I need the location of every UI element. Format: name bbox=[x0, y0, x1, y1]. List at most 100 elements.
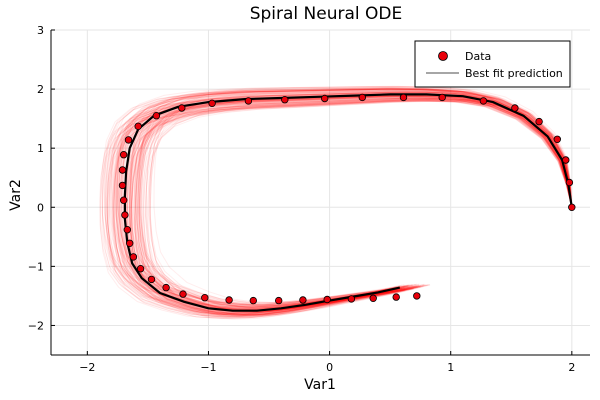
ensemble-trajectory bbox=[129, 99, 573, 316]
data-point bbox=[438, 93, 446, 102]
data-point bbox=[208, 99, 216, 107]
ensemble-trajectory bbox=[99, 99, 573, 319]
ensemble-trajectory bbox=[111, 95, 573, 315]
ensemble-trajectory bbox=[133, 98, 573, 316]
ensemble-trajectory bbox=[139, 90, 573, 308]
x-axis-label: Var1 bbox=[304, 377, 336, 393]
ensemble-trajectory bbox=[117, 87, 573, 306]
ensemble-trajectory bbox=[115, 88, 573, 309]
legend-data-label: Data bbox=[465, 50, 491, 63]
ensemble-trajectory bbox=[131, 97, 573, 316]
data-point bbox=[225, 296, 233, 304]
data-point bbox=[136, 265, 145, 273]
legend-fit-label: Best fit prediction bbox=[465, 67, 563, 80]
ensemble-trajectory bbox=[113, 97, 573, 315]
data-point bbox=[562, 156, 570, 164]
ensemble-trajectory bbox=[131, 100, 573, 317]
ensemble-trajectory bbox=[105, 88, 573, 308]
legend-data-marker bbox=[438, 51, 448, 61]
ensemble-trajectory bbox=[108, 100, 573, 320]
ensemble-trajectory bbox=[128, 99, 573, 315]
best-fit-line bbox=[123, 93, 573, 312]
ensemble-trajectory bbox=[137, 86, 573, 305]
ensemble-trajectory bbox=[148, 91, 573, 309]
chart-title: Spiral Neural ODE bbox=[250, 4, 403, 24]
x-tick-label: 0 bbox=[326, 361, 333, 374]
ensemble-trajectory bbox=[134, 98, 573, 317]
y-tick-label: 1 bbox=[37, 142, 44, 155]
ensemble-trajectory bbox=[99, 97, 573, 316]
ensemble-trajectory bbox=[113, 100, 573, 317]
ensemble-trajectory bbox=[118, 87, 573, 308]
ensemble-trajectory bbox=[119, 100, 573, 318]
ensemble-trajectory bbox=[105, 100, 573, 319]
ensemble-trajectory bbox=[149, 89, 573, 307]
ensemble-trajectory bbox=[99, 95, 573, 314]
ensemble-trajectory bbox=[113, 95, 573, 315]
ensemble-trajectory bbox=[133, 89, 573, 310]
ensemble-trajectory bbox=[136, 92, 573, 312]
ensemble-trajectory bbox=[130, 100, 573, 320]
data-point bbox=[323, 295, 331, 304]
ensemble-trajectory bbox=[111, 88, 573, 309]
y-tick-label: 0 bbox=[37, 201, 44, 214]
x-tick-label: −2 bbox=[79, 361, 95, 374]
y-tick-label: 2 bbox=[37, 83, 44, 96]
data-point bbox=[119, 150, 128, 159]
data-point bbox=[369, 294, 377, 302]
ensemble-trajectory bbox=[113, 99, 573, 318]
ensemble-trajectory bbox=[153, 86, 573, 304]
data-point bbox=[479, 97, 488, 105]
axes-layer: −2 −1 0 1 2 −2 −1 0 1 2 3 bbox=[28, 24, 590, 374]
ensemble-trajectory bbox=[113, 95, 573, 315]
ensemble-trajectory bbox=[114, 95, 573, 313]
ensemble-trajectory bbox=[130, 88, 573, 306]
data-point bbox=[565, 178, 574, 187]
data-point bbox=[121, 211, 129, 219]
data-point bbox=[399, 93, 408, 102]
data-point bbox=[249, 296, 257, 305]
data-point bbox=[275, 296, 283, 305]
ensemble-trajectory bbox=[119, 87, 573, 307]
legend: Data Best fit prediction bbox=[414, 40, 571, 88]
ensemble-trajectory bbox=[137, 89, 573, 308]
data-point bbox=[535, 117, 543, 126]
ensemble-trajectory bbox=[117, 88, 573, 306]
data-point bbox=[147, 275, 156, 284]
ensemble-trajectory bbox=[130, 98, 573, 318]
ensemble-trajectory bbox=[101, 88, 573, 308]
ensemble-trajectory bbox=[127, 100, 573, 318]
ensemble-trajectory bbox=[135, 99, 573, 316]
ensemble-trajectory bbox=[126, 100, 573, 319]
data-point bbox=[125, 239, 134, 247]
ensemble-trajectory bbox=[131, 97, 573, 315]
x-tick-label: 1 bbox=[447, 361, 454, 374]
ensemble-trajectory bbox=[113, 96, 573, 315]
x-tick-label: 2 bbox=[568, 361, 575, 374]
data-point bbox=[358, 93, 366, 102]
ensemble-trajectory bbox=[128, 88, 573, 308]
ensemble-trajectory bbox=[125, 97, 573, 317]
ensemble-trajectory bbox=[106, 96, 573, 313]
fit-layer bbox=[123, 93, 573, 312]
data-point bbox=[162, 283, 170, 292]
ensemble-trajectory bbox=[118, 88, 573, 307]
ensemble-trajectory bbox=[116, 87, 573, 305]
ensemble-trajectory bbox=[114, 90, 573, 307]
ensemble-trajectory bbox=[117, 89, 573, 307]
data-point bbox=[568, 203, 576, 211]
data-point bbox=[119, 196, 128, 204]
y-tick-label: −1 bbox=[28, 260, 44, 273]
ensemble-trajectory bbox=[126, 96, 573, 314]
ensemble-trajectory bbox=[107, 97, 573, 318]
data-point bbox=[553, 135, 561, 143]
grid-layer bbox=[51, 29, 590, 355]
data-point bbox=[179, 290, 187, 298]
ensemble-trajectory bbox=[133, 96, 573, 314]
data-point bbox=[511, 104, 519, 112]
data-point bbox=[129, 253, 138, 261]
legend-box bbox=[414, 40, 571, 88]
data-point bbox=[123, 225, 131, 234]
ensemble-trajectory bbox=[137, 88, 573, 306]
